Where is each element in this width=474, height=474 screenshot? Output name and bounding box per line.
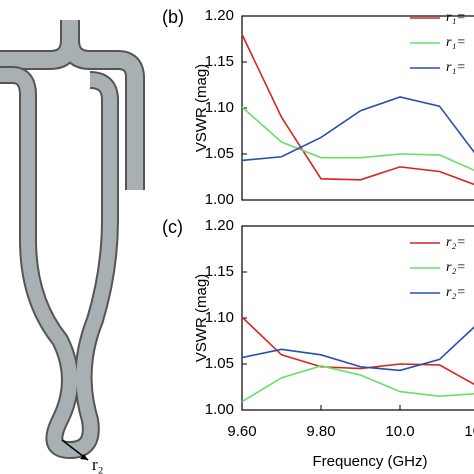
drawing-label: r₂	[92, 455, 104, 474]
series-line	[241, 326, 474, 372]
legend-label: r₁=	[446, 10, 466, 25]
x-tick-label: 10.0	[385, 423, 414, 440]
y-tick-label: 1.05	[205, 355, 234, 372]
series-line	[241, 106, 474, 172]
series-line	[241, 365, 474, 403]
y-tick-label: 1.20	[205, 7, 234, 24]
panel-label: (b)	[162, 7, 184, 27]
y-axis-label: VSWR (mag)	[193, 274, 210, 362]
legend-label: r₂=	[446, 285, 466, 300]
legend-label: r₁=	[446, 60, 466, 75]
series-line	[241, 34, 474, 186]
legend-label: r₂=	[446, 260, 466, 275]
legend-label: r₂=	[446, 235, 466, 250]
y-tick-label: 1.00	[205, 401, 234, 418]
y-axis-label: VSWR (mag)	[193, 64, 210, 152]
panel-label: (c)	[162, 217, 183, 237]
series-line	[241, 316, 474, 386]
arrow-head	[80, 454, 88, 460]
y-tick-label: 1.15	[205, 53, 234, 70]
legend-label: r₁=	[446, 35, 466, 50]
x-axis-label: Frequency (GHz)	[312, 453, 427, 470]
x-tick-label: 9.60	[227, 423, 256, 440]
x-tick-label: 10.2	[464, 423, 474, 440]
y-tick-label: 1.05	[205, 145, 234, 162]
y-tick-label: 1.20	[205, 217, 234, 234]
y-tick-label: 1.10	[205, 99, 234, 116]
y-tick-label: 1.10	[205, 309, 234, 326]
y-tick-label: 1.00	[205, 191, 234, 208]
series-line	[241, 96, 474, 162]
plot-frame	[241, 225, 474, 411]
y-tick-label: 1.15	[205, 263, 234, 280]
x-tick-label: 9.80	[306, 423, 335, 440]
waveguide-drawing	[0, 20, 145, 461]
